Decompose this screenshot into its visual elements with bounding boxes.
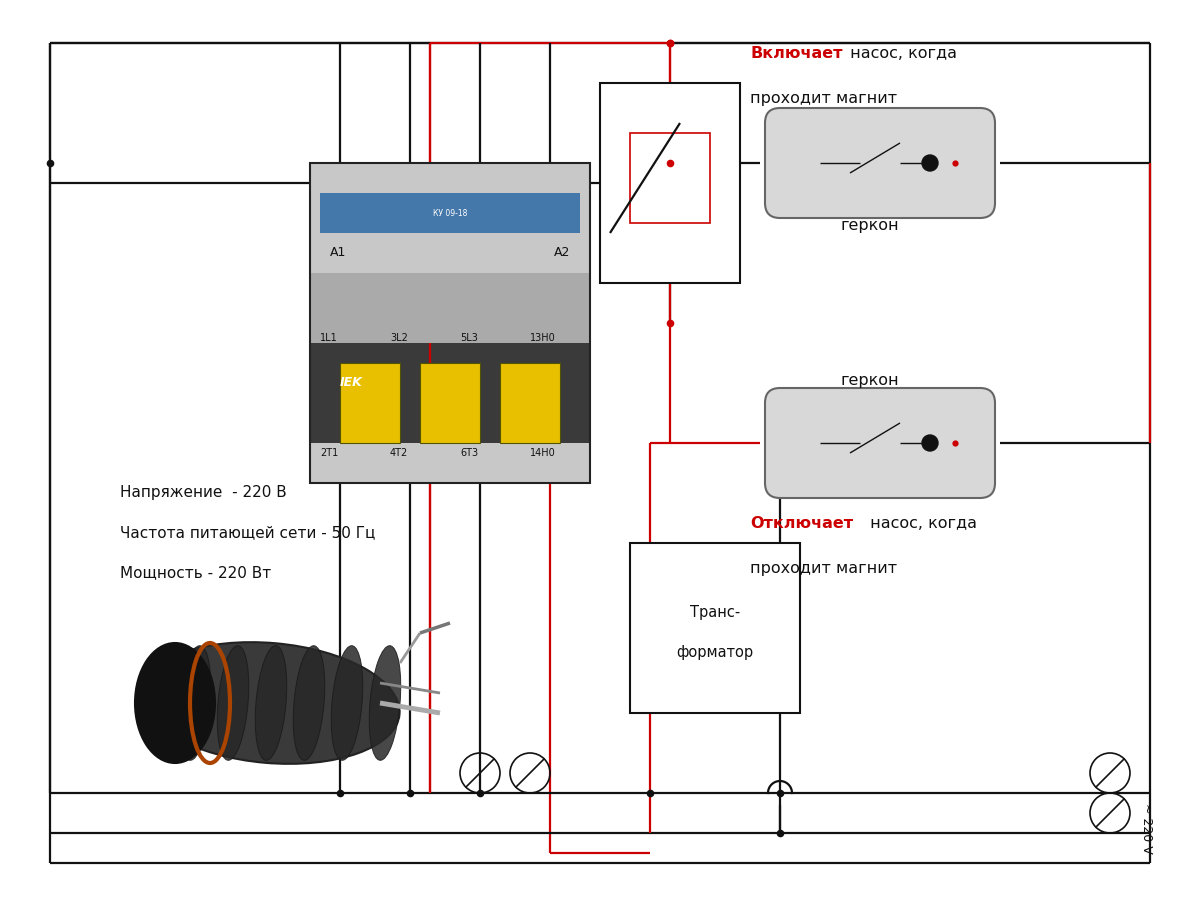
Text: 3L2: 3L2 <box>390 333 408 343</box>
Ellipse shape <box>140 642 400 764</box>
Text: ~ 220 V: ~ 220 V <box>1140 803 1153 854</box>
Text: насос, когда: насос, когда <box>865 516 977 530</box>
FancyBboxPatch shape <box>766 108 995 218</box>
Text: Частота питающей сети - 50 Гц: Частота питающей сети - 50 Гц <box>120 526 376 540</box>
Bar <box>310 163 590 483</box>
Text: 14H0: 14H0 <box>530 448 556 458</box>
Bar <box>630 543 800 713</box>
Ellipse shape <box>293 645 325 761</box>
Ellipse shape <box>217 645 248 761</box>
Text: 2T1: 2T1 <box>320 448 338 458</box>
FancyBboxPatch shape <box>766 388 995 498</box>
Bar <box>310 163 590 273</box>
Bar <box>340 363 400 443</box>
Text: форматор: форматор <box>677 645 754 660</box>
Text: A2: A2 <box>553 247 570 259</box>
Text: КУ 09-18: КУ 09-18 <box>433 208 467 217</box>
Bar <box>310 443 590 483</box>
Text: насос, когда: насос, когда <box>845 46 958 60</box>
Text: Отключает: Отключает <box>750 516 853 530</box>
Text: 4T2: 4T2 <box>390 448 408 458</box>
Ellipse shape <box>256 645 287 761</box>
Text: Напряжение  - 220 В: Напряжение - 220 В <box>120 486 287 500</box>
Bar <box>310 273 590 343</box>
Text: проходит магнит: проходит магнит <box>750 561 898 575</box>
Text: A1: A1 <box>330 247 347 259</box>
Bar <box>310 163 590 483</box>
Text: геркон: геркон <box>841 373 899 388</box>
Ellipse shape <box>134 643 215 763</box>
Text: проходит магнит: проходит магнит <box>750 90 898 106</box>
Ellipse shape <box>179 645 211 761</box>
Text: Мощность - 220 Вт: Мощность - 220 Вт <box>120 565 271 581</box>
Bar <box>500 363 560 443</box>
Bar <box>630 133 710 223</box>
Text: 5L3: 5L3 <box>460 333 478 343</box>
Text: геркон: геркон <box>841 218 899 233</box>
Text: 1L1: 1L1 <box>320 333 337 343</box>
Ellipse shape <box>370 645 401 761</box>
Bar <box>600 83 740 283</box>
Text: IEK: IEK <box>340 376 362 390</box>
Text: 6T3: 6T3 <box>460 448 478 458</box>
Bar <box>420 363 480 443</box>
Circle shape <box>922 435 938 451</box>
Text: Включает: Включает <box>750 46 842 60</box>
Circle shape <box>922 155 938 171</box>
Text: Транс-: Транс- <box>690 605 740 621</box>
Bar <box>320 193 580 233</box>
Text: 13H0: 13H0 <box>530 333 556 343</box>
Ellipse shape <box>331 645 362 761</box>
